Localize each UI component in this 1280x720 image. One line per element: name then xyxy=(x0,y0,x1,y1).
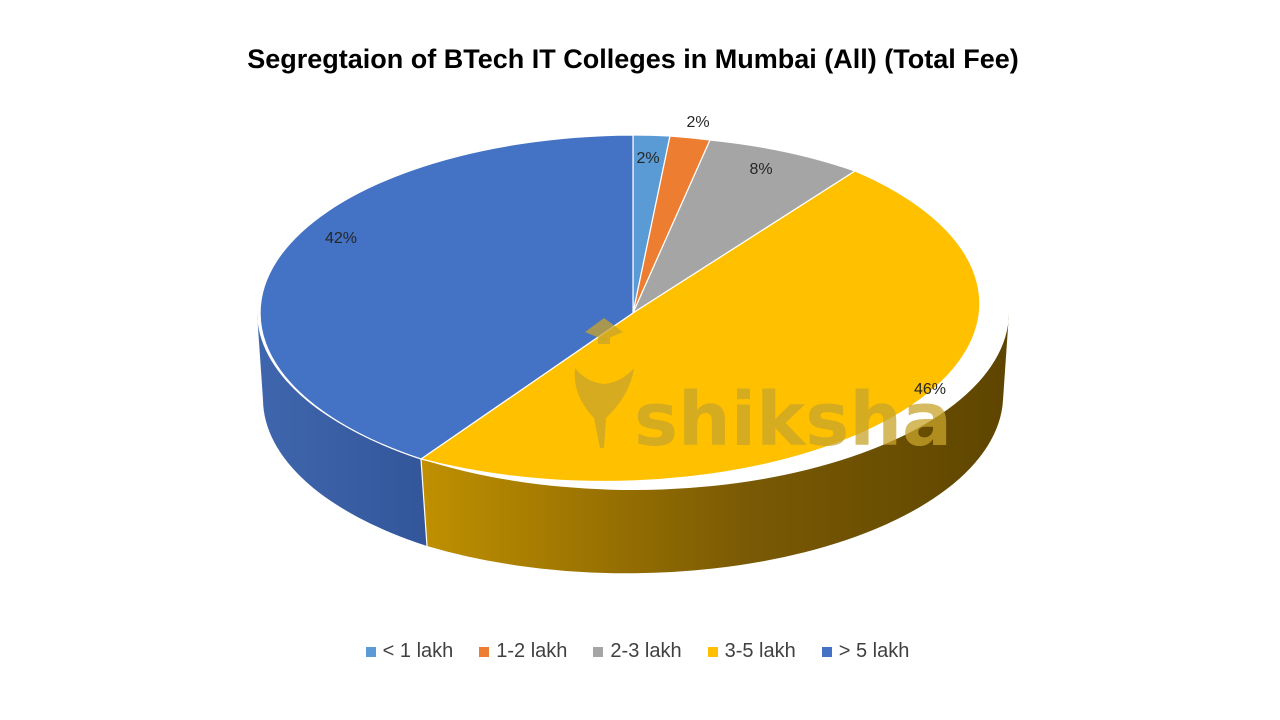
pie-top xyxy=(259,134,981,483)
data-label-1-2-lakh: 2% xyxy=(686,114,709,131)
shiksha-watermark: shiksha xyxy=(574,318,952,463)
graduation-cap-icon xyxy=(585,318,623,340)
slice-2-3-lakh xyxy=(631,139,857,315)
legend-swatch-icon xyxy=(593,646,604,657)
chart-legend: < 1 lakh 1-2 lakh 2-3 lakh 3-5 lakh > 5 … xyxy=(0,640,1275,663)
legend-label: 1-2 lakh xyxy=(496,640,568,662)
chart-title: Segregtaion of BTech IT Colleges in Mumb… xyxy=(247,44,1019,74)
watermark-text: shiksha xyxy=(634,377,952,463)
legend-label: < 1 lakh xyxy=(382,640,454,662)
data-label-3-5-lakh: 46% xyxy=(914,381,946,398)
data-label-over-5-lakh: 42% xyxy=(325,230,357,247)
slice-3-5-lakh xyxy=(419,170,981,483)
slice-over-5-lakh xyxy=(259,134,634,460)
legend-item-over-5-lakh: > 5 lakh xyxy=(821,640,910,663)
legend-swatch-icon xyxy=(821,646,832,657)
legend-label: > 5 lakh xyxy=(838,640,910,662)
legend-item-2-3-lakh: 2-3 lakh xyxy=(593,640,682,663)
pen-nib-icon xyxy=(574,368,634,448)
data-labels: 2% 2% 8% 46% 42% xyxy=(325,114,946,398)
legend-swatch-icon xyxy=(365,646,376,657)
legend-swatch-icon xyxy=(707,646,718,657)
legend-label: 3-5 lakh xyxy=(724,640,796,662)
data-label-under-1-lakh: 2% xyxy=(636,150,659,167)
slice-side-3-5-lakh xyxy=(421,313,1009,574)
pie-side-walls xyxy=(257,313,1009,574)
slice-side-over-5-lakh xyxy=(257,313,427,546)
legend-item-under-1-lakh: < 1 lakh xyxy=(365,640,454,663)
legend-item-3-5-lakh: 3-5 lakh xyxy=(707,640,796,663)
legend-label: 2-3 lakh xyxy=(610,640,682,662)
data-label-2-3-lakh: 8% xyxy=(749,161,772,178)
legend-item-1-2-lakh: 1-2 lakh xyxy=(479,640,567,663)
legend-swatch-icon xyxy=(479,646,490,657)
